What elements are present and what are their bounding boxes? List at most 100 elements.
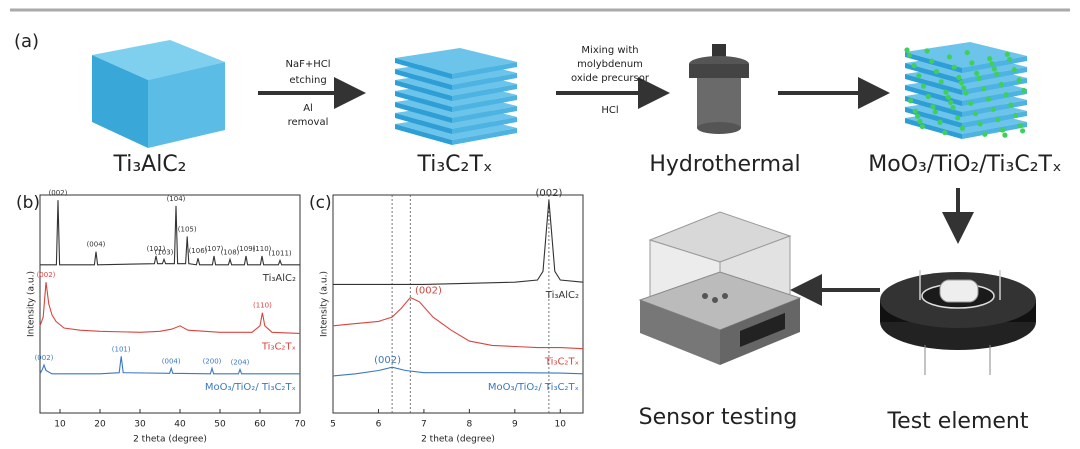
particle — [989, 61, 995, 67]
layer-edge — [452, 106, 517, 123]
layer-edge — [452, 84, 517, 101]
peak-label: (109) — [237, 245, 256, 253]
particle — [982, 131, 988, 137]
particle — [933, 68, 940, 75]
particle — [961, 85, 967, 91]
x-tick-label: 30 — [134, 420, 146, 430]
particle — [943, 89, 949, 95]
series-label: MoO₃/TiO₂/ Ti₃C₂Tₓ — [488, 382, 579, 393]
particle — [998, 81, 1005, 87]
x-tick-label: 8 — [466, 420, 472, 430]
particle — [1008, 102, 1014, 108]
layer-edge — [905, 74, 962, 95]
peak-label: (1011) — [268, 249, 292, 257]
peak-label: (105) — [178, 225, 197, 233]
panel-label: (c) — [309, 193, 332, 213]
peak-label: (004) — [162, 357, 181, 365]
particle — [1017, 123, 1023, 129]
x-tick-label: 40 — [174, 420, 186, 430]
x-tick-label: 6 — [376, 420, 382, 430]
x-axis-label: 2 theta (degree) — [421, 435, 495, 445]
x-tick-label: 10 — [555, 420, 567, 430]
x-axis-label: 2 theta (degree) — [133, 435, 207, 445]
particle — [964, 49, 970, 56]
arrow-label: Mixing with — [581, 45, 638, 56]
particle — [987, 56, 993, 62]
particle — [937, 119, 943, 125]
series-label: Ti₃C₂Tₓ — [261, 341, 296, 352]
peak-label: (004) — [87, 241, 106, 249]
particle — [1002, 132, 1008, 138]
peak-label: (002) — [35, 354, 54, 362]
peak-label: (101) — [147, 245, 166, 253]
particle — [917, 118, 923, 124]
particle — [959, 125, 966, 131]
layer-edge — [395, 102, 452, 123]
layer-edge — [905, 107, 962, 128]
chart: (b) 10 20 30 40 50 60 70 2 theta (degree) Intensi… — [16, 189, 306, 444]
particle — [999, 127, 1006, 133]
peak-label: (002) — [535, 188, 562, 199]
particle — [1003, 92, 1009, 98]
layer-edge — [395, 80, 452, 101]
particle — [963, 90, 969, 96]
particle — [925, 93, 931, 100]
arrow-label: oxide precursor — [571, 73, 650, 84]
x-tick-label: 20 — [94, 420, 106, 430]
particle — [924, 48, 930, 54]
peak-label: (002) — [374, 355, 401, 366]
plot-frame — [332, 194, 584, 414]
layer-edge — [452, 73, 517, 90]
step-label: Ti₃AlC₂ — [112, 152, 186, 177]
peak-label: (108) — [221, 248, 240, 256]
particle — [932, 109, 938, 115]
particle — [930, 104, 936, 110]
arrow-label: HCl — [601, 105, 618, 116]
layer-edge — [962, 89, 1027, 106]
particle — [1016, 77, 1022, 83]
peak-label: (002) — [37, 271, 56, 279]
arrow-label: NaF+HCl — [285, 59, 330, 70]
layer-edge — [452, 95, 517, 112]
particle — [977, 121, 983, 127]
step-label: Hydrothermal — [649, 152, 800, 177]
particle — [976, 75, 982, 81]
particle — [912, 108, 918, 114]
particle — [995, 117, 1001, 123]
composite-icon — [904, 42, 1027, 139]
particle — [945, 94, 951, 100]
panel-label: (b) — [16, 193, 40, 213]
series-label: Ti₃AlC₂ — [262, 273, 296, 284]
x-tick-label: 9 — [512, 420, 518, 430]
peak-label: (002) — [49, 189, 68, 197]
particle — [948, 99, 954, 106]
test-element-icon — [880, 270, 1036, 375]
layer-edge — [452, 62, 517, 79]
particle — [942, 129, 948, 136]
step-label: Ti₃C₂Tₓ — [416, 152, 492, 177]
layer — [905, 42, 1027, 68]
layer-edge — [395, 69, 452, 90]
particle — [907, 98, 914, 104]
peak-label: (103) — [155, 248, 174, 256]
chamber-icon — [638, 211, 802, 365]
peak-label: (002) — [415, 285, 442, 296]
layer-edge — [905, 85, 962, 106]
series-label: Ti₃AlC₂ — [545, 290, 579, 301]
layered-icon — [395, 48, 517, 145]
particle — [951, 64, 957, 70]
particle — [911, 62, 917, 69]
peak-label: (107) — [205, 245, 224, 253]
series-label: MoO₃/TiO₂/ Ti₃C₂Tₓ — [205, 382, 296, 393]
peak-label: (104) — [167, 195, 186, 203]
particle — [929, 58, 935, 64]
arrow-label: etching — [289, 75, 326, 86]
series-line — [39, 356, 300, 375]
layer-edge — [452, 128, 517, 145]
particle — [946, 54, 953, 60]
layer-edge — [395, 91, 452, 112]
particle — [991, 66, 997, 72]
peak-label: (106) — [189, 247, 208, 255]
y-axis-label: Intensity (a.u.) — [320, 271, 330, 337]
